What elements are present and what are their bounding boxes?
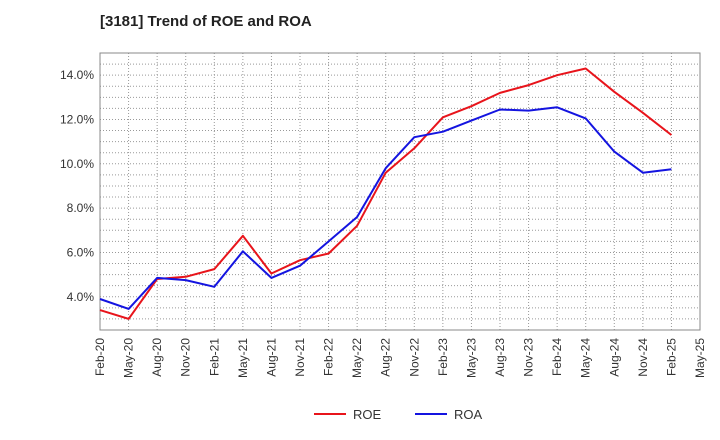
y-tick-label: 10.0% xyxy=(60,157,94,171)
x-tick-label: Feb-24 xyxy=(550,338,564,376)
x-tick-label: Feb-25 xyxy=(664,338,678,376)
series-line-roe xyxy=(99,67,673,320)
legend-label-roe: ROE xyxy=(353,407,382,422)
x-tick-label: May-25 xyxy=(693,338,707,378)
x-tick-label: May-23 xyxy=(464,338,478,378)
x-tick-label: Nov-20 xyxy=(179,338,193,377)
y-tick-label: 14.0% xyxy=(60,68,94,82)
y-tick-label: 12.0% xyxy=(60,112,94,126)
x-tick-label: Nov-24 xyxy=(636,338,650,377)
x-tick-label: Feb-21 xyxy=(207,338,221,376)
x-tick-label: May-21 xyxy=(236,338,250,378)
legend-label-roa: ROA xyxy=(454,407,483,422)
y-tick-label: 8.0% xyxy=(67,201,95,215)
legend: ROE ROA xyxy=(314,407,483,422)
x-tick-label: Nov-21 xyxy=(293,338,307,377)
x-tick-label: May-24 xyxy=(579,338,593,378)
x-tick-label: May-20 xyxy=(122,338,136,378)
y-tick-label: 6.0% xyxy=(67,245,95,259)
plot-area-frame xyxy=(99,52,701,331)
x-tick-label: Feb-20 xyxy=(93,338,107,376)
series-line-roa xyxy=(99,106,672,310)
x-tick-label: Aug-22 xyxy=(379,338,393,377)
x-tick-label: Aug-23 xyxy=(493,338,507,377)
grid-lines xyxy=(99,52,701,331)
x-axis-ticks: Feb-20 May-20 Aug-20 Nov-20 Feb-21 May-21 Aug-… xyxy=(93,338,707,378)
series-lines xyxy=(99,67,673,320)
x-tick-label: May-22 xyxy=(350,338,364,378)
x-tick-label: Aug-20 xyxy=(150,338,164,377)
x-tick-label: Aug-24 xyxy=(607,338,621,377)
x-tick-label: Nov-22 xyxy=(407,338,421,377)
y-axis-ticks: 4.0% 6.0% 8.0% 10.0% 12.0% 14.0% xyxy=(60,68,94,304)
x-tick-label: Aug-21 xyxy=(264,338,278,377)
x-tick-label: Feb-23 xyxy=(436,338,450,376)
x-tick-label: Nov-23 xyxy=(522,338,536,377)
y-tick-label: 4.0% xyxy=(67,290,95,304)
x-tick-label: Feb-22 xyxy=(322,338,336,376)
chart-title: [3181] Trend of ROE and ROA xyxy=(100,13,312,30)
